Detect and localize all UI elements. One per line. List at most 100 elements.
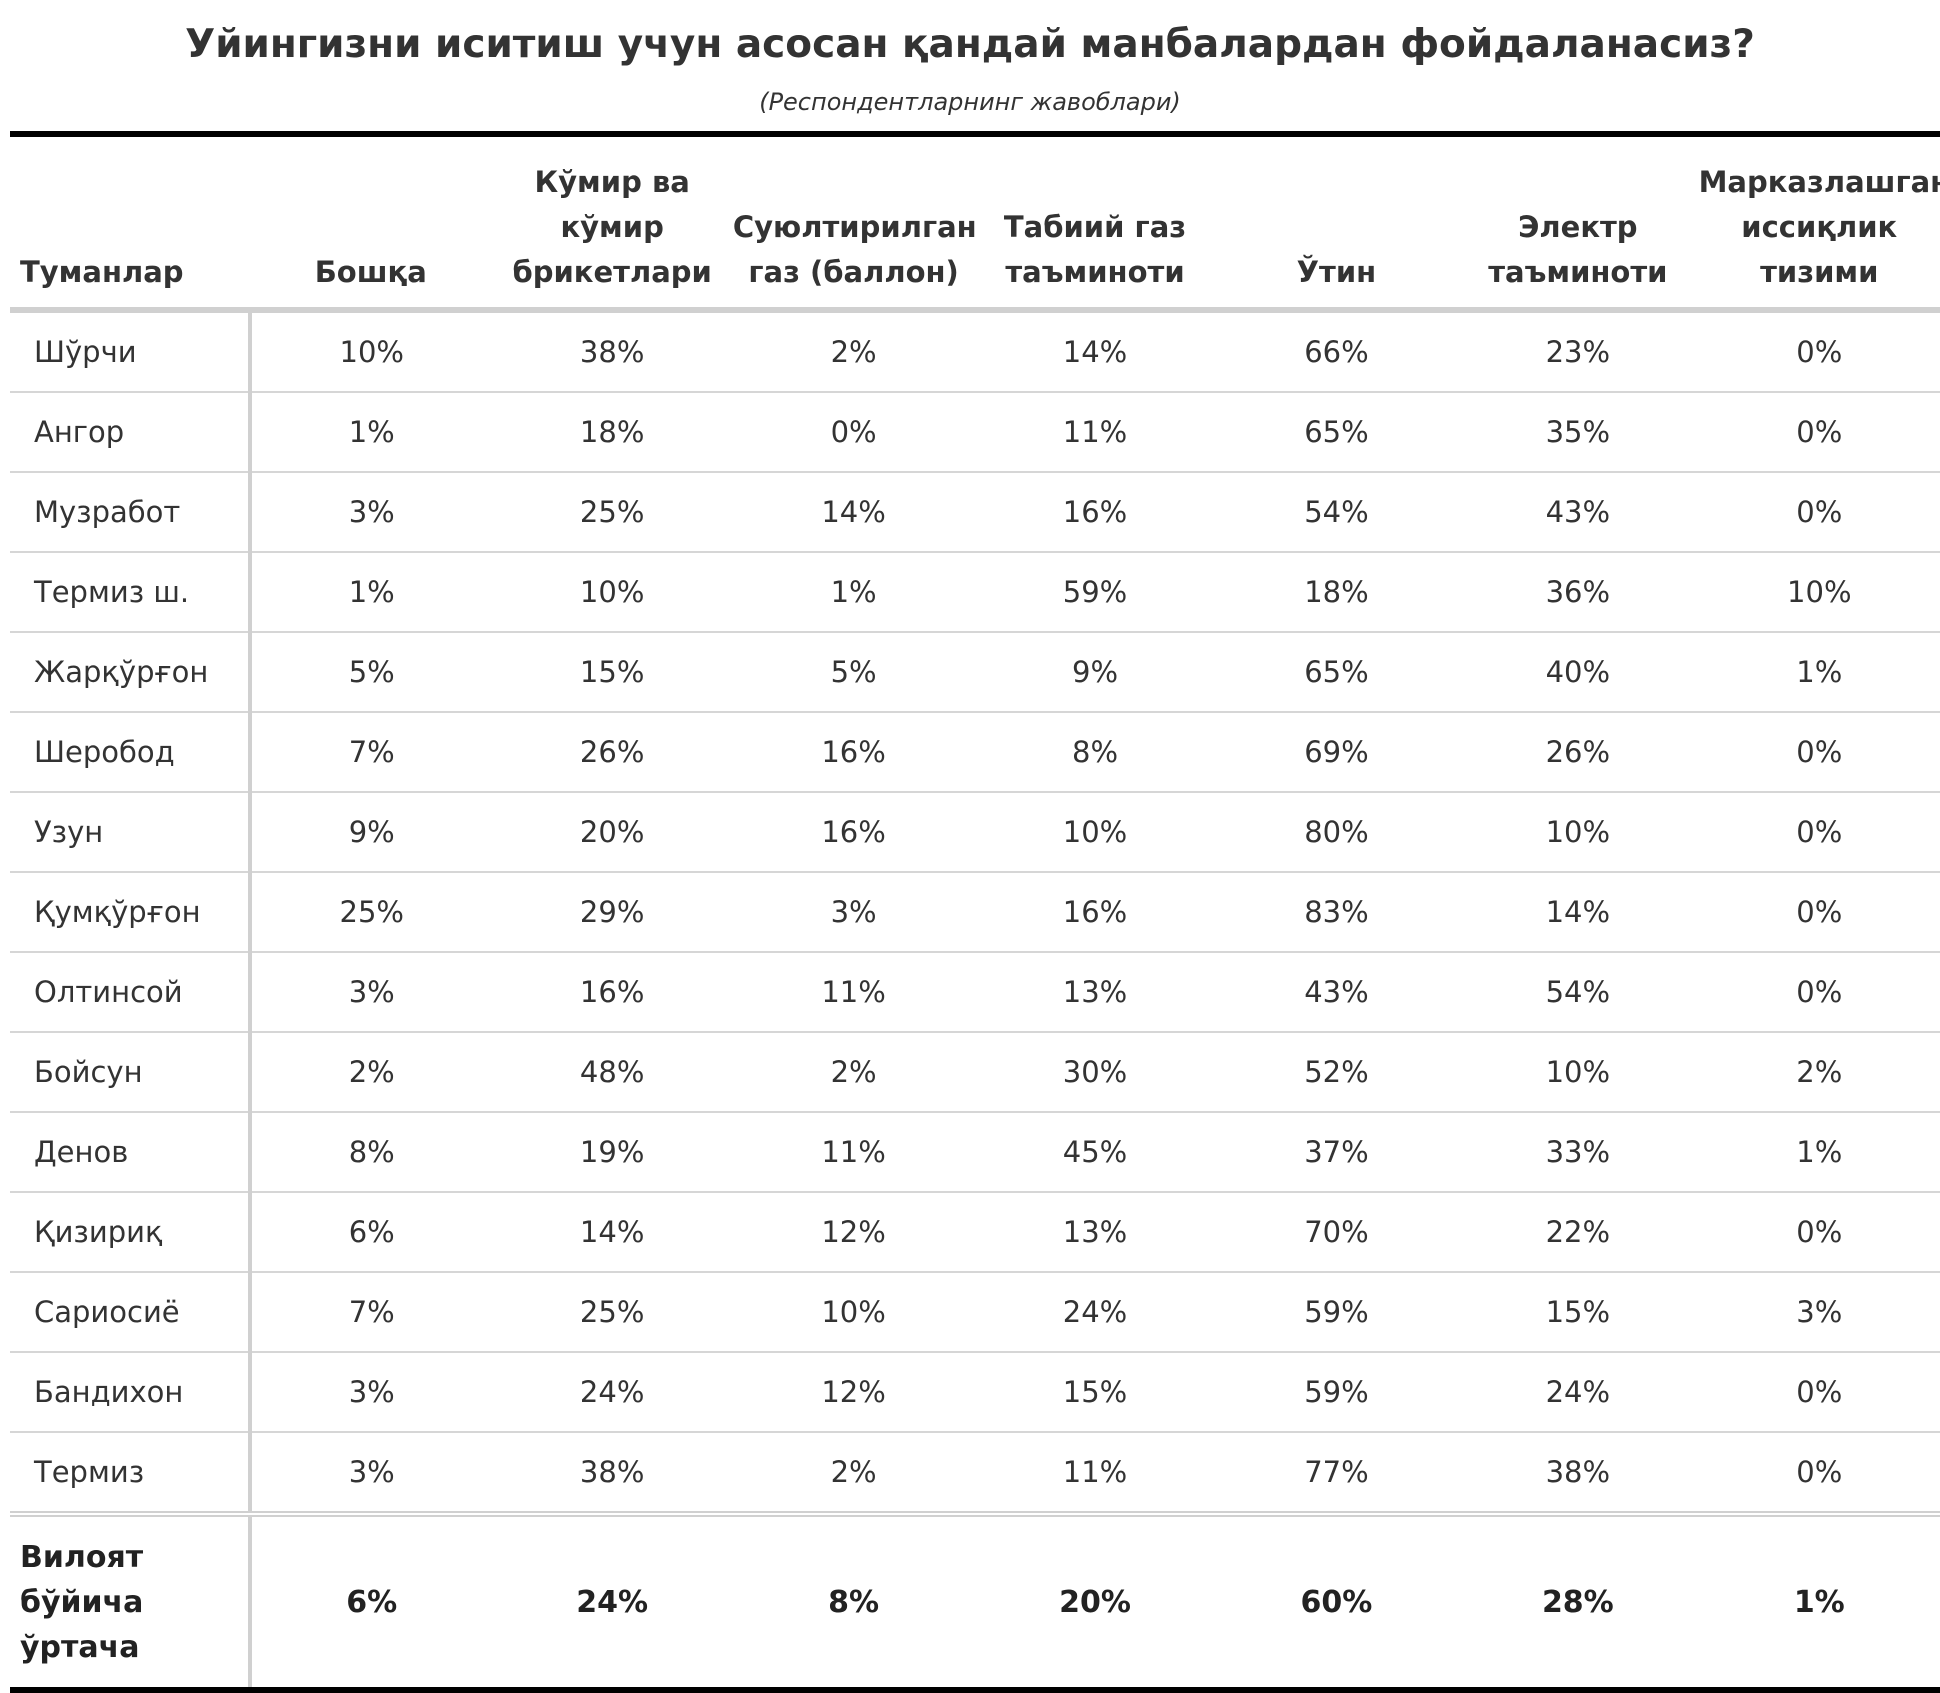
value-cell: 16% (491, 952, 733, 1033)
district-name: Бандихон (10, 1352, 253, 1433)
value-cell: 23% (1457, 310, 1699, 393)
value-cell: 12% (732, 1192, 975, 1273)
table-row: Олтинсой 3% 16% 11% 13% 43% 54% 0% (10, 952, 1940, 1033)
value-cell: 1% (1698, 1112, 1940, 1193)
value-cell: 0% (732, 392, 975, 473)
value-cell: 0% (1698, 952, 1940, 1033)
value-cell: 24% (974, 1272, 1216, 1353)
district-name: Ангор (10, 392, 253, 473)
value-cell: 5% (250, 632, 492, 713)
column-header: Табиий газ таъминоти (974, 131, 1216, 313)
value-cell: 3% (348, 1455, 395, 1489)
column-header-line: Табиий газ (1003, 210, 1187, 244)
column-header-line: брикетлари (512, 255, 712, 289)
column-header: Суюлтирилган газ (баллон) (732, 131, 977, 313)
district-name: Сариосиё (10, 1272, 253, 1353)
average-cell: 24% (491, 1511, 733, 1693)
table-row: Шўрчи 10% 38% 2% 14% 66% 23% 0% (10, 310, 1940, 393)
value-cell: 30% (974, 1032, 1216, 1113)
value-cell: 54% (1457, 952, 1699, 1033)
value-cell: 48% (491, 1032, 733, 1113)
value-cell: 70% (1215, 1192, 1458, 1273)
district-name: Олтинсой (10, 952, 253, 1033)
column-header-line: Марказлашган (1698, 165, 1940, 199)
district-name: Шеробод (10, 712, 253, 793)
value-cell: 33% (1457, 1112, 1699, 1193)
value-cell: 3% (732, 872, 975, 953)
value-cell: 24% (1457, 1352, 1699, 1433)
column-header-line: тизими (1760, 255, 1879, 289)
value-cell: 12% (732, 1352, 975, 1433)
value-cell: 3% (250, 472, 492, 553)
value-cell: 19% (491, 1112, 733, 1193)
table-row: Қизириқ 6% 14% 12% 13% 70% 22% 0% (10, 1192, 1940, 1273)
column-header-line: газ (баллон) (748, 255, 959, 289)
value-cell: 2% (732, 1032, 975, 1113)
table-container: Туманлар Бошқа Кўмир ва кўмир брикетлари С… (10, 131, 1940, 1693)
value-cell: 26% (491, 712, 733, 793)
value-cell: 11% (732, 952, 975, 1033)
average-row-label-line: Вилоят (20, 1539, 144, 1575)
table-row: Шеробод 7% 26% 16% 8% 69% 26% 0% (10, 712, 1940, 793)
value-cell: 13% (974, 952, 1216, 1033)
value-cell: 8% (250, 1112, 492, 1193)
average-row-label-line: ўртача (20, 1629, 140, 1665)
value-cell: 0% (1698, 310, 1940, 393)
value-cell: 7% (250, 712, 492, 793)
table-row: Термиз ш. 1% 10% 1% 59% 18% 36% 10% (10, 552, 1940, 633)
district-name: Узун (10, 792, 253, 873)
value-cell: 77% (1304, 1455, 1369, 1489)
value-cell: 10% (1698, 552, 1940, 633)
value-cell: 1% (1698, 632, 1940, 713)
value-cell: 18% (491, 392, 733, 473)
value-cell: 16% (732, 792, 975, 873)
average-row: Вилоят бўйича ўртача 6% 24% 8% 20% 60% 28%… (10, 1511, 1940, 1693)
district-name: Қумқўрғон (10, 872, 253, 953)
value-cell: 0% (1698, 792, 1940, 873)
table-body: Шўрчи 10% 38% 2% 14% 66% 23% 0% Ангор 1% 18% 0% 11% 6… (10, 310, 1940, 1514)
average-row-label: Вилоят бўйича ўртача (10, 1511, 253, 1693)
table-row: Қумқўрғон 25% 29% 3% 16% 83% 14% 0% (10, 872, 1940, 953)
average-cell: 1% (1698, 1511, 1940, 1693)
header-row: Туманлар Бошқа Кўмир ва кўмир брикетлари С… (10, 131, 1940, 313)
column-header-line: Суюлтирилган (732, 210, 977, 244)
average-cell: 60% (1215, 1511, 1458, 1693)
value-cell: 16% (974, 872, 1216, 953)
value-cell: 11% (974, 392, 1216, 473)
row-header: Туманлар (10, 131, 251, 313)
value-cell: 25% (250, 872, 492, 953)
value-cell: 43% (1457, 472, 1699, 553)
value-cell: 1% (732, 552, 975, 633)
value-cell: 6% (250, 1192, 492, 1273)
value-cell: 7% (250, 1272, 492, 1353)
value-cell: 29% (491, 872, 733, 953)
average-cell: 6% (250, 1511, 492, 1693)
table-row: Бойсун 2% 48% 2% 30% 52% 10% 2% (10, 1032, 1940, 1113)
value-cell: 16% (732, 712, 975, 793)
value-cell: 25% (491, 472, 733, 553)
value-cell: 37% (1215, 1112, 1458, 1193)
value-cell: 5% (732, 632, 975, 713)
value-cell: 14% (974, 310, 1216, 393)
value-cell: 14% (732, 472, 975, 553)
table-row: Узун 9% 20% 16% 10% 80% 10% 0% (10, 792, 1940, 873)
value-cell: 15% (491, 632, 733, 713)
value-cell: 10% (1457, 1032, 1699, 1113)
value-cell: 0% (1796, 1455, 1843, 1489)
value-cell: 3% (250, 952, 492, 1033)
value-cell: 43% (1215, 952, 1458, 1033)
value-cell: 59% (974, 552, 1216, 633)
table-row: Денов 8% 19% 11% 45% 37% 33% 1% (10, 1112, 1940, 1193)
value-cell: 13% (974, 1192, 1216, 1273)
value-cell: 22% (1457, 1192, 1699, 1273)
column-header-line: иссиқлик (1741, 210, 1898, 244)
district-name: Шўрчи (10, 310, 253, 393)
column-header: Кўмир ва кўмир брикетлари (491, 131, 733, 313)
value-cell: 54% (1215, 472, 1458, 553)
value-cell: 20% (491, 792, 733, 873)
value-cell: 10% (974, 792, 1216, 873)
value-cell: 14% (491, 1192, 733, 1273)
column-header-line: Кўмир ва (534, 165, 690, 199)
value-cell: 25% (491, 1272, 733, 1353)
value-cell: 9% (974, 632, 1216, 713)
